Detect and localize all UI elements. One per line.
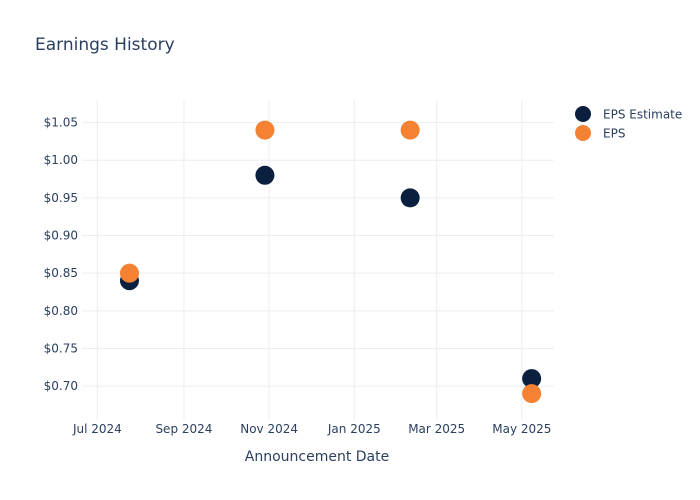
marker-eps[interactable] (522, 384, 542, 404)
legend-swatch-eps (575, 125, 591, 141)
chart-title: Earnings History (35, 35, 175, 55)
legend-item-eps[interactable]: EPS (575, 125, 625, 141)
x-tick-label: Nov 2024 (240, 422, 298, 436)
y-axis-ticks: $0.70 $0.75 $0.80 $0.85 $0.90 $0.95 $1.00 $1.05 (44, 116, 78, 394)
marker-eps-estimate[interactable] (400, 188, 420, 208)
data-markers (119, 120, 542, 404)
legend[interactable]: EPS Estimate EPS (575, 106, 682, 141)
x-tick-label: Sep 2024 (155, 422, 212, 436)
y-tick-label: $0.70 (44, 379, 78, 393)
x-tick-label: Jan 2025 (327, 422, 381, 436)
y-tick-label: $1.00 (44, 153, 78, 167)
y-tick-label: $0.95 (44, 191, 78, 205)
y-tick-label: $0.75 (44, 341, 78, 355)
grid-lines (82, 100, 554, 420)
marker-eps[interactable] (255, 120, 275, 140)
legend-item-eps-estimate[interactable]: EPS Estimate (575, 106, 682, 122)
legend-swatch-eps-estimate (575, 106, 591, 122)
y-tick-label: $0.90 (44, 229, 78, 243)
marker-eps[interactable] (119, 263, 139, 283)
marker-eps-estimate[interactable] (522, 369, 542, 389)
y-tick-label: $0.85 (44, 266, 78, 280)
x-tick-label: Mar 2025 (408, 422, 465, 436)
legend-label-eps-estimate: EPS Estimate (603, 108, 682, 122)
y-tick-label: $0.80 (44, 304, 78, 318)
x-tick-label: May 2025 (492, 422, 551, 436)
x-axis-ticks: Jul 2024 Sep 2024 Nov 2024 Jan 2025 Mar 2025… (72, 422, 552, 436)
marker-eps[interactable] (400, 120, 420, 140)
legend-label-eps: EPS (603, 127, 625, 141)
x-tick-label: Jul 2024 (72, 422, 122, 436)
x-axis-title: Announcement Date (245, 449, 389, 465)
marker-eps-estimate[interactable] (255, 165, 275, 185)
y-tick-label: $1.05 (44, 116, 78, 130)
